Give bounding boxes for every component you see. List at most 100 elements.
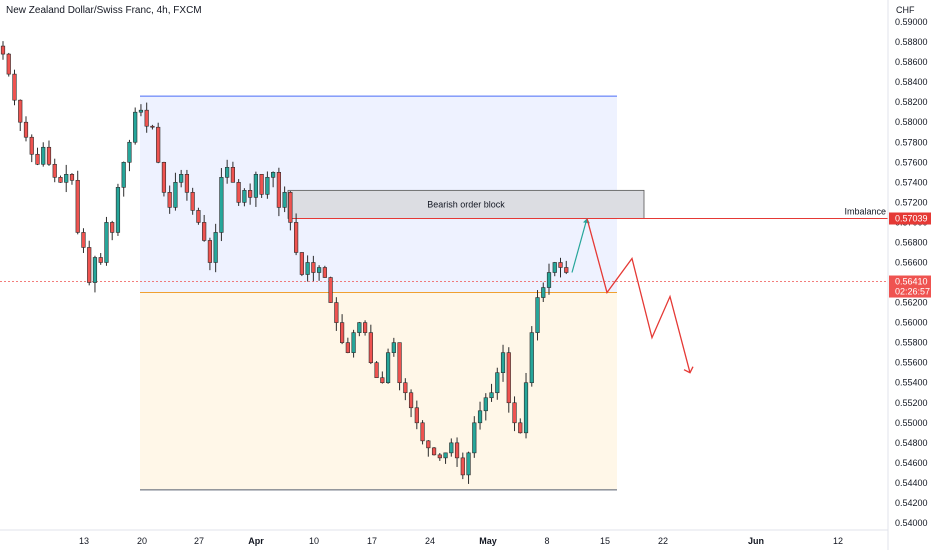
candle-body bbox=[248, 190, 253, 198]
candle-body bbox=[523, 382, 529, 434]
candle-body bbox=[265, 177, 270, 195]
price-tick-label: 0.57800 bbox=[895, 137, 928, 147]
candle-body bbox=[138, 109, 144, 113]
candle bbox=[144, 102, 149, 133]
candle bbox=[454, 437, 460, 467]
zones-layer: Bearish order block Imbalance bbox=[0, 95, 888, 491]
candle-body bbox=[449, 442, 454, 454]
candle-body bbox=[219, 177, 224, 233]
candle bbox=[546, 263, 552, 295]
candle bbox=[87, 240, 92, 286]
candle bbox=[6, 52, 11, 77]
candle bbox=[483, 393, 488, 421]
candle-body bbox=[460, 457, 465, 476]
candle-body bbox=[305, 262, 310, 275]
candle bbox=[271, 171, 276, 188]
candle-body bbox=[213, 232, 218, 263]
time-tick-label: 10 bbox=[309, 536, 319, 546]
candle bbox=[150, 124, 155, 130]
candle bbox=[328, 276, 333, 303]
time-tick-label: 13 bbox=[79, 536, 89, 546]
candle-body bbox=[288, 192, 293, 223]
candle bbox=[294, 213, 299, 256]
candle bbox=[58, 175, 63, 183]
candle bbox=[202, 214, 207, 242]
candle bbox=[466, 451, 471, 484]
candle bbox=[12, 69, 17, 106]
candle-body bbox=[334, 302, 339, 323]
candle bbox=[253, 171, 258, 207]
candle bbox=[357, 321, 362, 337]
projection-layer bbox=[571, 218, 694, 374]
price-tick-label: 0.55200 bbox=[895, 398, 928, 408]
candle bbox=[29, 134, 34, 163]
time-tick-label: 15 bbox=[600, 536, 610, 546]
candle-body bbox=[500, 352, 506, 373]
time-axis[interactable]: 13 20 27 Apr 10 17 24 May 8 15 22 Jun 12 bbox=[0, 529, 888, 546]
candle bbox=[351, 329, 356, 358]
candle-body bbox=[512, 402, 517, 424]
candle-body bbox=[29, 136, 34, 155]
candle bbox=[506, 347, 511, 413]
candle-body bbox=[328, 277, 333, 303]
candle-body bbox=[6, 53, 11, 75]
candle-body bbox=[121, 161, 126, 188]
candle bbox=[541, 282, 546, 303]
price-tick-label: 0.56200 bbox=[895, 298, 928, 308]
price-tick-label: 0.58400 bbox=[895, 77, 928, 87]
candle-body bbox=[535, 297, 540, 333]
candle-body bbox=[115, 187, 121, 233]
price-tick-label: 0.54000 bbox=[895, 518, 928, 528]
candle bbox=[196, 207, 201, 225]
candle-body bbox=[18, 99, 23, 123]
candle bbox=[242, 188, 247, 207]
candle-body bbox=[391, 342, 396, 353]
time-tick-label: 8 bbox=[544, 536, 549, 546]
candle bbox=[133, 107, 138, 145]
projection-arrowhead bbox=[683, 366, 694, 374]
candle bbox=[472, 416, 477, 458]
candle bbox=[75, 170, 80, 235]
candle-body bbox=[426, 440, 431, 449]
candle bbox=[167, 185, 172, 214]
candle bbox=[46, 140, 52, 166]
candle-body bbox=[98, 257, 103, 263]
price-tick-label: 0.58000 bbox=[895, 117, 928, 127]
candle bbox=[161, 161, 167, 197]
candle-body bbox=[282, 192, 287, 208]
candle-body bbox=[397, 342, 402, 384]
price-axis[interactable]: 0.59000 0.58800 0.58600 0.58400 0.58200 0.580… bbox=[887, 0, 931, 550]
price-tick-label: 0.55400 bbox=[895, 378, 928, 388]
candle-body bbox=[564, 267, 569, 273]
candle-body bbox=[294, 222, 299, 253]
candle-body bbox=[541, 287, 546, 298]
candle-body bbox=[207, 240, 213, 263]
candle-body bbox=[420, 422, 425, 442]
candle-body bbox=[466, 452, 471, 476]
candle bbox=[156, 122, 161, 164]
price-tick-label: 0.56600 bbox=[895, 257, 928, 267]
candle bbox=[248, 183, 253, 205]
price-tick-label: 0.54600 bbox=[895, 458, 928, 468]
candle bbox=[368, 324, 373, 365]
candle bbox=[512, 396, 517, 432]
price-tick-label: 0.57200 bbox=[895, 197, 928, 207]
candle-body bbox=[477, 410, 483, 424]
time-tick-label: Jun bbox=[748, 536, 764, 546]
candle-body bbox=[230, 167, 235, 183]
candle bbox=[495, 367, 500, 400]
candle bbox=[489, 383, 494, 402]
candle bbox=[69, 173, 75, 185]
candle bbox=[345, 337, 350, 354]
candle bbox=[41, 142, 46, 167]
candle bbox=[18, 99, 23, 132]
candle-body bbox=[202, 222, 207, 241]
candle-body bbox=[357, 322, 362, 333]
candle-body bbox=[403, 382, 408, 394]
candle-body bbox=[127, 141, 132, 163]
candle-body bbox=[184, 174, 190, 193]
candle bbox=[276, 167, 281, 217]
candle-body bbox=[190, 192, 195, 211]
candle bbox=[362, 320, 368, 336]
